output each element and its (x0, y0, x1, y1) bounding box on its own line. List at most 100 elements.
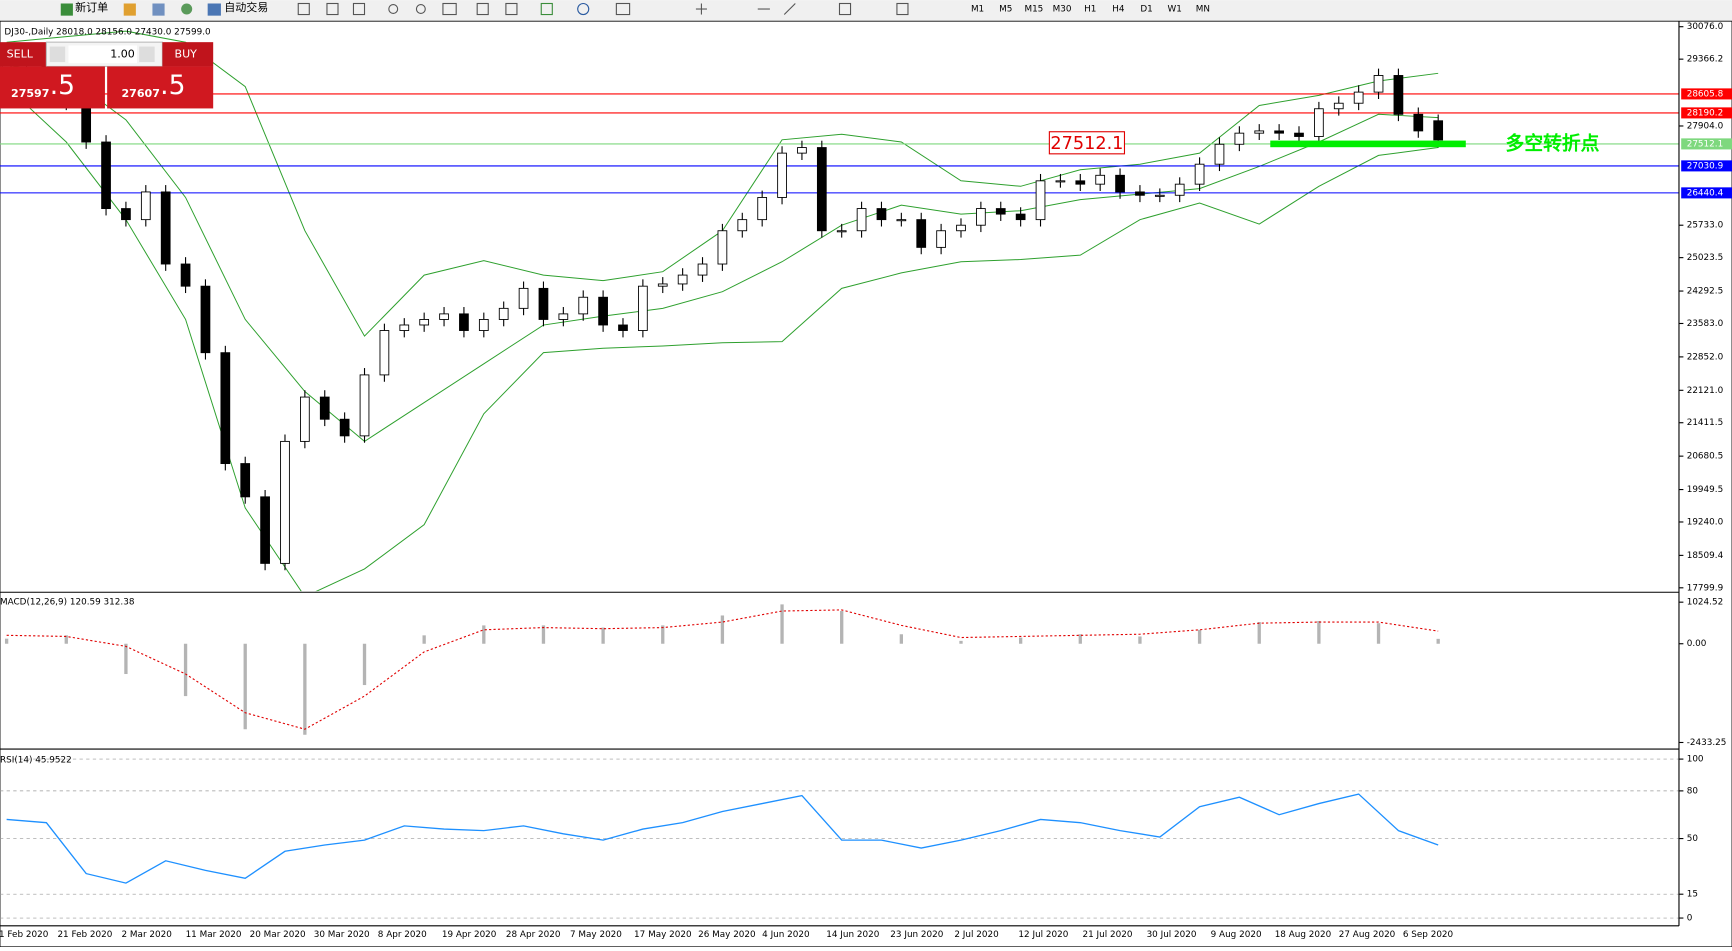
level-label-bg (1681, 107, 1732, 119)
buy-price-main: 27607 (122, 87, 160, 100)
level-label-bg (1681, 187, 1732, 199)
lots-input[interactable] (68, 45, 137, 64)
y-tick-label: 50 (1687, 834, 1699, 844)
macd-signal (6, 609, 1439, 730)
candle-body (677, 274, 688, 285)
candle-body (1333, 102, 1344, 110)
zoom-out[interactable] (415, 4, 426, 14)
candle-body (359, 374, 370, 437)
candle-body (1154, 194, 1165, 197)
tool-icon[interactable] (838, 2, 852, 16)
candle-body (101, 141, 111, 210)
candle-body (717, 230, 728, 265)
new-order-button[interactable]: 新订单 (75, 0, 108, 14)
x-tick-label: 28 Apr 2020 (506, 930, 561, 940)
candle-body (836, 230, 847, 233)
candle-body (1115, 174, 1125, 193)
pivot-label: 多空转折点 (1506, 131, 1600, 154)
y-tick-label: 15 (1687, 890, 1698, 900)
candle-body (916, 219, 927, 248)
candle-body (1314, 108, 1324, 137)
x-tick-label: 27 Aug 2020 (1339, 930, 1396, 940)
drawing-tools (297, 2, 909, 16)
tool-icon[interactable] (297, 2, 310, 16)
candle-body (1055, 180, 1066, 183)
candle-body (1135, 191, 1145, 196)
tool-icon[interactable] (181, 3, 193, 15)
x-tick-label: 30 Jul 2020 (1147, 930, 1197, 940)
price-box (1048, 131, 1126, 155)
candle-body (538, 287, 549, 320)
buy-button[interactable] (162, 42, 214, 67)
sell-price-main: 27597 (11, 87, 49, 100)
tool-icon[interactable] (476, 2, 489, 16)
tool-icon[interactable] (540, 2, 553, 16)
buy-label[interactable]: BUY (175, 47, 198, 60)
x-tick-label: 21 Jul 2020 (1083, 930, 1133, 940)
candle-body (816, 147, 827, 232)
level-label: 28190.2 (1687, 108, 1724, 118)
auto-trade-button[interactable]: 自动交易 (224, 0, 268, 14)
timeframe-button[interactable]: M30 (1053, 5, 1072, 15)
sell-label[interactable]: SELL (7, 47, 34, 60)
timeframe-button[interactable]: W1 (1168, 5, 1182, 15)
buy-price-box[interactable] (107, 66, 214, 109)
tool-icon[interactable] (783, 3, 796, 15)
lots-value[interactable]: 1.00 (110, 47, 135, 60)
timeframe-button[interactable]: M15 (1024, 5, 1043, 15)
candle-body (697, 263, 708, 276)
candle-body (1433, 120, 1444, 141)
sell-price-box[interactable] (0, 66, 105, 109)
candle-body (498, 307, 509, 320)
plot: 30076.0 29366.2 27904.0 25733.0 25023.5 24292… (0, 22, 1732, 940)
tool-icon[interactable] (352, 2, 366, 16)
tool-icon[interactable] (577, 2, 590, 16)
y-tick-label: 29366.2 (1687, 55, 1724, 65)
candle-body (1214, 143, 1225, 165)
sell-price-frac: .5 (50, 70, 75, 101)
timeframe-button[interactable]: M1 (971, 5, 984, 15)
timeframe-button[interactable]: H4 (1112, 5, 1125, 15)
timeframe-button[interactable]: D1 (1140, 5, 1152, 15)
candle-body (1274, 130, 1284, 134)
sell-button[interactable] (0, 42, 47, 67)
lots-down[interactable] (49, 46, 66, 63)
candle-body (81, 102, 92, 143)
level-label-bg (1681, 88, 1732, 100)
tool-icon[interactable] (123, 3, 136, 16)
y-tick-label: 0.00 (1687, 639, 1707, 649)
candle-body (160, 191, 171, 265)
candle-body (856, 208, 867, 232)
tool-icon[interactable] (152, 3, 165, 16)
trade-panel: SELL 1.00 BUY 27597 .5 27607 .5 (0, 41, 214, 109)
price-annotation: 27512.1 (1050, 134, 1123, 154)
y-tick-label: 27904.0 (1687, 121, 1724, 131)
candle-body (1095, 174, 1106, 185)
macd-title: MACD(12,26,9) 120.59 312.38 (0, 598, 135, 608)
auto-trade-icon[interactable] (207, 3, 221, 16)
candle-body (180, 263, 191, 287)
candle-body (419, 319, 430, 326)
candle-body (976, 208, 986, 226)
candle-body (1234, 132, 1245, 145)
candle-body (300, 396, 310, 442)
zoom-in[interactable] (388, 4, 399, 14)
tool-icon[interactable] (505, 2, 518, 16)
tool-icon[interactable] (615, 2, 631, 16)
timeframe-button[interactable]: H1 (1084, 5, 1096, 15)
tool-icon[interactable] (326, 2, 339, 16)
tool-icon[interactable] (896, 2, 909, 16)
y-tick-label: 20680.5 (1687, 452, 1724, 462)
y-tick-label: 17799.9 (1687, 583, 1724, 593)
y-tick-label: 19240.0 (1687, 517, 1724, 527)
level-label-bg (1681, 160, 1732, 172)
timeframe-button[interactable]: MN (1196, 5, 1210, 15)
y-tick-label: 24292.5 (1687, 287, 1724, 297)
tool-icon[interactable] (442, 2, 457, 16)
x-tick-label: 6 Sep 2020 (1403, 930, 1454, 940)
lots-up[interactable] (139, 46, 155, 63)
y-tick-label: 1024.52 (1687, 598, 1724, 608)
timeframe-button[interactable]: M5 (999, 5, 1012, 15)
new-order-icon[interactable] (60, 3, 73, 16)
